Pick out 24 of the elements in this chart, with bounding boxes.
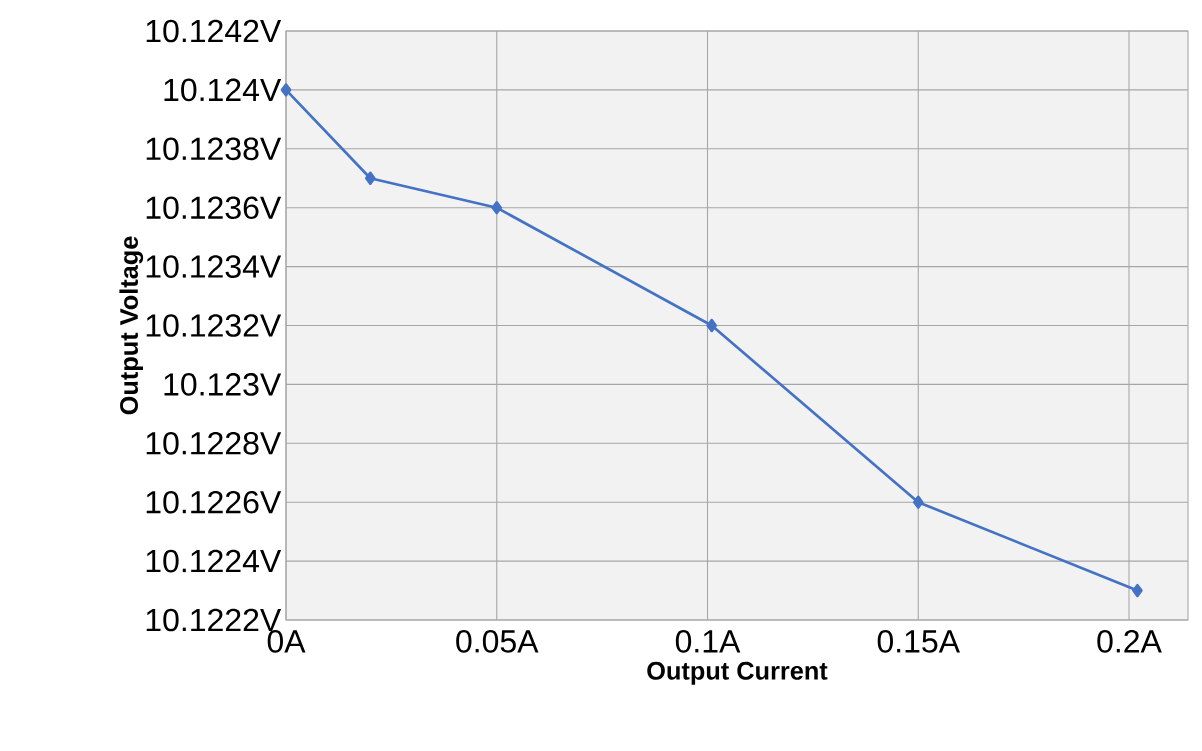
y-tick-label: 10.1234V bbox=[146, 255, 282, 278]
y-tick-label: 10.1242V bbox=[146, 19, 282, 43]
y-tick-label: 10.1228V bbox=[146, 431, 282, 455]
y-tick-label: 10.1232V bbox=[146, 314, 282, 337]
y-axis-title: Output Voltage bbox=[119, 236, 144, 415]
x-axis-title: Output Current bbox=[647, 661, 828, 685]
x-tick-label: 0.15A bbox=[877, 630, 960, 653]
x-tick-label: 0.1A bbox=[675, 630, 741, 653]
y-tick-label: 10.1224V bbox=[146, 549, 282, 573]
point bbox=[1132, 583, 1143, 598]
y-tick-label: 10.1236V bbox=[146, 196, 282, 220]
x-tick-label: 0A bbox=[267, 630, 306, 653]
y-tick-label: 10.1238V bbox=[146, 137, 282, 161]
x-tick-label: 0.05A bbox=[456, 630, 539, 653]
y-tick-label: 10.1222V bbox=[146, 608, 282, 632]
point bbox=[280, 83, 292, 97]
point bbox=[364, 171, 376, 185]
point bbox=[491, 201, 503, 215]
x-tick-label: 0.2A bbox=[1097, 630, 1162, 653]
point bbox=[706, 318, 718, 333]
y-tick-label: 10.124V bbox=[164, 78, 282, 102]
y-tick-label: 10.123V bbox=[164, 373, 282, 396]
point bbox=[912, 495, 924, 509]
y-tick-label: 10.1226V bbox=[146, 490, 282, 514]
